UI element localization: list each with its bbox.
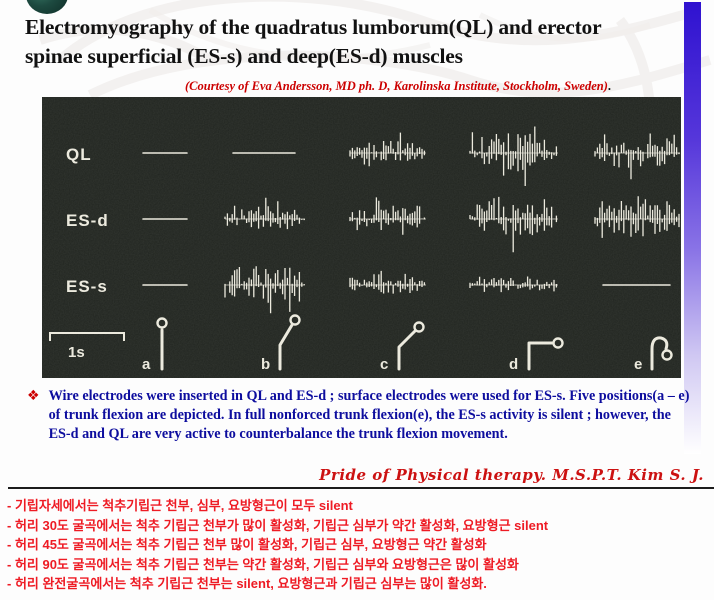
horizontal-divider (8, 487, 714, 489)
stick-figure-full-flexion (650, 336, 669, 371)
caption-text: Wire electrodes were inserted in QL and … (48, 388, 690, 442)
emg-row-label: ES-d (66, 211, 109, 230)
author-signature: Pride of Physical therapy. M.S.P.T. Kim … (319, 466, 704, 484)
emg-traces-svg: QL ES-d ES-s 1s a b c d e (42, 97, 681, 378)
emg-trace-burst (469, 196, 558, 253)
emg-trace-burst (469, 126, 558, 186)
emg-row-label: QL (66, 145, 92, 164)
time-scale-bar (49, 332, 125, 341)
diamond-bullet-icon: ❖ (27, 388, 40, 404)
stick-figure-head (413, 321, 425, 333)
emg-row-label: ES-s (66, 277, 108, 296)
caption-block: ❖ Wire electrodes were inserted in QL an… (27, 387, 693, 444)
note-line: - 허리 30도 굴곡에서는 척추 기립근 천부가 많이 활성화, 기립근 심부… (7, 517, 549, 533)
emg-trace-burst (224, 266, 305, 314)
courtesy-credit: (Courtesy of Eva Andersson, MD ph. D, Ka… (185, 79, 611, 94)
position-letter: d (509, 356, 518, 373)
emg-trace-burst (349, 132, 426, 167)
korean-notes: - 기립자세에서는 척추기립근 천부, 심부, 요방형근이 모두 silent … (7, 496, 548, 594)
emg-trace-burst (594, 196, 680, 238)
position-letter: a (142, 356, 151, 373)
globe-logo (26, 0, 68, 14)
stick-figure-head (552, 337, 564, 349)
position-letter: e (634, 356, 642, 373)
note-line: - 기립자세에서는 척추기립근 천부, 심부, 요방형근이 모두 silent (7, 498, 353, 513)
stick-figure-90 (527, 341, 554, 371)
time-scale-label: 1s (68, 344, 85, 361)
stick-figure-head (289, 314, 301, 326)
stick-figure-head (156, 317, 168, 329)
page-title-line-2: spinae superficial (ES-s) and deep(ES-d)… (25, 44, 463, 68)
emg-trace-burst (469, 276, 558, 293)
courtesy-text: (Courtesy of Eva Andersson, MD ph. D, Ka… (185, 79, 608, 93)
courtesy-period: . (607, 79, 611, 93)
stick-figure-45 (397, 329, 417, 371)
stick-figure-head (661, 349, 673, 361)
note-line: - 허리 45도 굴곡에서는 척추 기립근 천부 많이 활성화, 기립근 심부,… (7, 537, 487, 553)
emg-trace-burst (349, 197, 426, 235)
position-letter: b (261, 356, 270, 373)
emg-trace-burst (594, 133, 680, 180)
emg-photo-grain (42, 97, 681, 378)
title-block: Electromyography of the quadratus lumbor… (25, 13, 602, 71)
emg-figure: QL ES-d ES-s 1s a b c d e (42, 97, 681, 378)
emg-trace-burst (349, 270, 426, 294)
stick-figure-30 (278, 323, 294, 371)
note-line: - 허리 완전굴곡에서는 척추 기립근 천부는 silent, 요방형근과 기립… (7, 576, 487, 592)
note-line: - 허리 90도 굴곡에서는 척추 기립근 천부는 약간 활성화, 기립근 심부… (7, 556, 519, 572)
position-letter: c (380, 356, 388, 373)
emg-trace-burst (224, 197, 305, 230)
right-gradient-bar (684, 2, 701, 454)
page-title-line-1: Electromyography of the quadratus lumbor… (25, 15, 602, 39)
anatomy-sketch-background (38, 0, 712, 202)
